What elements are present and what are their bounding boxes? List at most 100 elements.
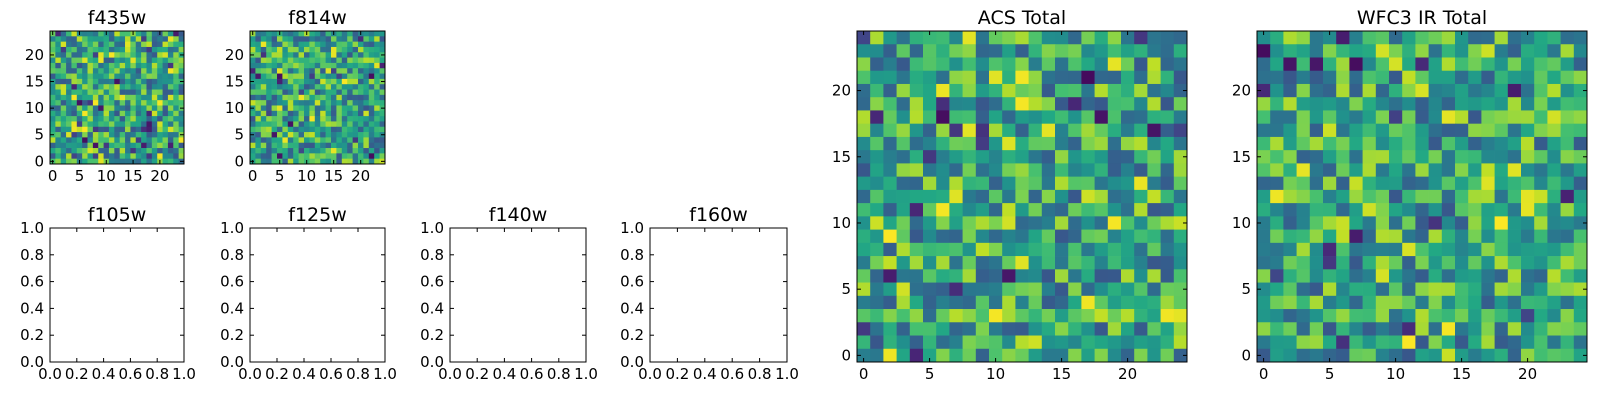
heatmap-cell [173,78,179,85]
heatmap-cell [314,142,321,149]
heatmap-cell [114,116,121,122]
heatmap-cell [1349,44,1363,58]
heatmap-cell [98,158,104,165]
heatmap-cell [260,94,267,101]
heatmap-cell [325,137,332,144]
heatmap-cell [178,142,185,149]
heatmap-cell [363,52,370,58]
heatmap-cell [130,100,137,106]
heatmap-cell [1455,242,1469,257]
heatmap-cell [103,105,110,112]
heatmap-cell [1560,136,1575,151]
x-tick-label: 0.6 [520,365,544,383]
heatmap-cell [1402,269,1416,283]
heatmap-cell [119,137,126,144]
heatmap-cell [1028,83,1043,98]
heatmap-cell [108,126,115,133]
heatmap-cell [1375,31,1390,45]
heatmap-cell [1336,242,1350,257]
heatmap-cell [1560,269,1575,283]
heatmap-cell [50,110,56,117]
y-tick-label: 0.0 [20,353,44,371]
heatmap-cell [1375,295,1390,310]
heatmap-cell [304,52,310,58]
heatmap-cell [336,121,343,128]
heatmap-cell [1455,229,1469,244]
heatmap-cell [92,46,99,53]
heatmap-cell [1283,309,1297,323]
heatmap-cell [1107,176,1122,191]
heatmap-cell [146,132,153,138]
heatmap-cell [125,116,131,122]
heatmap-cell [1362,216,1377,230]
heatmap-cell [60,116,67,122]
heatmap-cell [103,142,110,149]
heatmap-cell [271,105,278,112]
heatmap-cell [347,31,353,37]
heatmap-cell [1455,309,1469,323]
heatmap-cell [309,126,316,133]
heatmap-cell [1296,229,1311,244]
heatmap-cell [331,153,337,160]
heatmap-cell [1107,150,1122,164]
heatmap-cell [162,89,169,96]
heatmap-cell [1257,44,1271,58]
heatmap-cell [1441,70,1456,85]
heatmap-cell [1507,176,1522,191]
heatmap-cell [1481,335,1495,350]
heatmap-cell [298,142,305,149]
heatmap-cell [1323,256,1337,270]
heatmap-cell [146,62,153,69]
heatmap-cell [1349,83,1363,98]
heatmap-cell [1094,242,1109,257]
heatmap-cell [135,73,142,80]
heatmap-cell [379,62,386,69]
heatmap-cell [314,137,321,144]
heatmap-cell [1041,97,1056,111]
heatmap-cell [293,78,299,85]
heatmap-cell [347,52,353,58]
heatmap-cell [320,94,326,101]
heatmap-cell [363,110,370,117]
heatmap-cell [151,94,158,101]
heatmap-cell [1257,348,1271,363]
heatmap-cell [1173,97,1188,111]
y-tick-label: 0.6 [220,273,244,291]
heatmap-cell [1468,229,1482,244]
heatmap-cell [135,105,142,112]
heatmap-cell [1081,189,1095,204]
heatmap-cell [975,309,990,323]
heatmap-cell [358,132,364,138]
heatmap-cell [374,100,380,106]
heatmap-cell [125,52,131,58]
heatmap-cell [71,153,78,160]
heatmap-cell [157,62,163,69]
heatmap-cell [379,100,386,106]
y-tick-label: 15 [25,73,44,91]
heatmap-cell [314,158,321,165]
heatmap-cell [1534,44,1548,58]
heatmap-cell [178,89,185,96]
heatmap-cell [1002,150,1016,164]
heatmap-cell [1534,97,1548,111]
heatmap-cell [1160,256,1175,270]
heatmap-cell [368,94,375,101]
heatmap-cell [141,148,147,154]
heatmap-cell [173,137,179,144]
y-tick-label: 5 [234,126,244,144]
heatmap-cell [1349,242,1363,257]
heatmap-cell [55,89,62,96]
heatmap-cell [374,158,380,165]
heatmap-cell [1068,44,1082,58]
heatmap-cell [989,189,1003,204]
heatmap-cell [352,89,359,96]
heatmap-cell [266,100,272,106]
heatmap-cell [157,116,163,122]
heatmap-cell [1121,136,1135,151]
heatmap-cell [1147,282,1161,297]
heatmap-cell [1283,322,1297,336]
heatmap-cell [1055,31,1069,45]
heatmap-cell [98,62,104,69]
heatmap-cell [1362,123,1377,138]
heatmap-cell [896,203,911,217]
